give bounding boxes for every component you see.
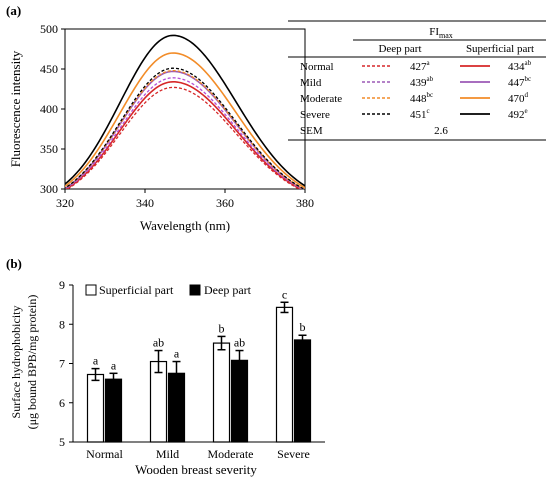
panel-a-curves bbox=[65, 34, 305, 189]
x-tick-label: Moderate bbox=[208, 447, 254, 461]
significance-letter: a bbox=[111, 358, 117, 372]
table-sem-value: 2.6 bbox=[434, 125, 448, 137]
table-value-deep: 439ab bbox=[410, 75, 434, 89]
bar-normal-superficial bbox=[86, 373, 105, 443]
y-tick-label: 400 bbox=[40, 102, 58, 116]
significance-letter: c bbox=[282, 287, 287, 301]
curve-severe-superficial bbox=[65, 34, 305, 187]
table-row-label: Normal bbox=[300, 61, 334, 73]
legend-label-deep: Deep part bbox=[204, 283, 252, 297]
y-tick-label: 6 bbox=[59, 396, 65, 410]
curve-normal-deep bbox=[66, 86, 301, 189]
panel-a-y-ticks: 300 350 400 450 500 bbox=[40, 22, 65, 196]
significance-letter: a bbox=[93, 354, 99, 368]
curve-mild-superficial bbox=[65, 70, 305, 189]
panel-b-x-axis-label: Wooden breast severity bbox=[135, 462, 257, 477]
x-tick-label: Mild bbox=[156, 447, 179, 461]
table-row-label: Mild bbox=[300, 77, 322, 89]
y-tick-label: 350 bbox=[40, 142, 58, 156]
bar-severe-superficial bbox=[275, 306, 294, 443]
bar-moderate-superficial bbox=[212, 342, 231, 443]
panel-b-label: (b) bbox=[6, 256, 22, 271]
table-value-deep: 427a bbox=[410, 59, 431, 73]
significance-letter: a bbox=[174, 347, 180, 361]
x-tick-label: 380 bbox=[296, 196, 314, 210]
panel-b-y-ticks: 5 6 7 8 9 bbox=[59, 278, 73, 449]
table-row: Normal 427a 434ab bbox=[300, 59, 532, 73]
legend-swatch-superficial bbox=[85, 284, 97, 296]
x-tick-label: 340 bbox=[136, 196, 154, 210]
table-row: Moderate 448bc 470d bbox=[300, 91, 529, 105]
table-value-superficial: 447bc bbox=[508, 75, 531, 89]
curve-normal-superficial bbox=[65, 80, 303, 189]
legend-label-superficial: Superficial part bbox=[99, 283, 174, 297]
table-row-label: Moderate bbox=[300, 93, 342, 105]
table-col-deep: Deep part bbox=[378, 43, 421, 55]
table-value-superficial: 492e bbox=[508, 107, 528, 121]
curve-moderate-superficial bbox=[65, 52, 305, 189]
table-value-deep: 451c bbox=[410, 107, 430, 121]
table-row: Severe 451c 492e bbox=[300, 107, 528, 121]
curve-mild-deep bbox=[65, 77, 304, 189]
table-value-superficial: 470d bbox=[508, 91, 529, 105]
table-row-label: Severe bbox=[300, 109, 330, 121]
panel-b-y-axis-label-line2: (μg bound BPB/mg protein) bbox=[25, 295, 39, 430]
table-sem-label: SEM bbox=[300, 125, 323, 137]
bar-severe-deep bbox=[293, 339, 312, 443]
y-tick-label: 7 bbox=[59, 357, 65, 371]
y-tick-label: 8 bbox=[59, 317, 65, 331]
table-value-deep: 448bc bbox=[410, 91, 433, 105]
x-tick-label: Severe bbox=[277, 447, 310, 461]
table-col-superficial: Superficial part bbox=[466, 43, 534, 55]
significance-letter: ab bbox=[234, 336, 245, 350]
table-header: FImax bbox=[429, 26, 453, 40]
panel-b-legend: Superficial part Deep part bbox=[85, 283, 252, 297]
y-tick-label: 450 bbox=[40, 62, 58, 76]
y-tick-label: 5 bbox=[59, 435, 65, 449]
y-tick-label: 300 bbox=[40, 182, 58, 196]
panel-a-label: (a) bbox=[6, 3, 21, 18]
panel-a-x-axis-label: Wavelength (nm) bbox=[140, 218, 230, 233]
table-row: Mild 439ab 447bc bbox=[300, 75, 531, 89]
panel-b-x-tick-labels: Normal Mild Moderate Severe bbox=[86, 447, 310, 461]
panel-a-x-ticks: 320 340 360 380 bbox=[56, 189, 314, 210]
x-tick-label: 360 bbox=[216, 196, 234, 210]
table-rows: Normal 427a 434ab Mild 439ab 447bc Moderate 448… bbox=[300, 59, 532, 121]
legend-swatch-deep bbox=[189, 284, 201, 296]
significance-letter: b bbox=[300, 320, 306, 334]
table-value-superficial: 434ab bbox=[508, 59, 532, 73]
curve-moderate-deep bbox=[65, 69, 305, 189]
panel-b-y-axis-label-line1: Surface hydrophobicity bbox=[9, 306, 23, 419]
bar-mild-superficial bbox=[149, 360, 168, 443]
significance-letter: ab bbox=[153, 336, 164, 350]
bar-normal-deep bbox=[104, 378, 123, 443]
x-tick-label: 320 bbox=[56, 196, 74, 210]
significance-letter: b bbox=[219, 321, 225, 335]
x-tick-label: Normal bbox=[86, 447, 123, 461]
panel-a: (a) 300 350 400 450 500 320 340 360 380 Wavelen… bbox=[6, 3, 546, 233]
y-tick-label: 9 bbox=[59, 278, 65, 292]
y-tick-label: 500 bbox=[40, 22, 58, 36]
fi-max-table: FImax Deep part Superficial part Normal 4… bbox=[288, 20, 546, 141]
bar-moderate-deep bbox=[230, 359, 249, 443]
curve-severe-deep bbox=[65, 67, 305, 189]
panel-a-y-axis-label: Fluorescence intensity bbox=[8, 50, 23, 167]
